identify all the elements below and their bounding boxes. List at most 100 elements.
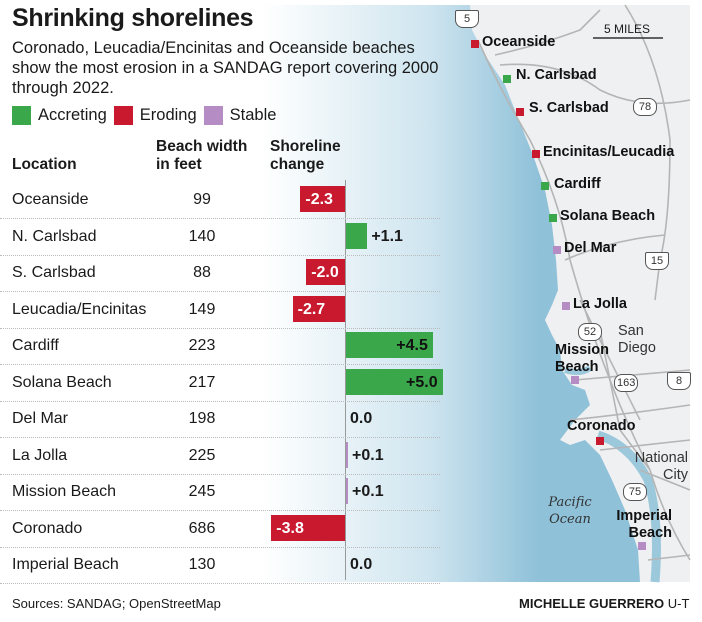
highway-shield-icon: 75 [623,483,647,501]
change-label: -3.8 [276,519,304,537]
change-bar [346,478,348,504]
location-name: N. Carlsbad [12,227,97,245]
map-marker [549,214,557,222]
chart-title: Shrinking shorelines [12,4,254,32]
table-row: Del Mar 198 0.0 [0,401,440,438]
change-label: +5.0 [406,373,438,391]
beach-width: 217 [188,373,216,391]
table-row: Leucadia/Encinitas 149 -2.7 [0,292,440,329]
change-bar [346,441,348,468]
header-width: Beach width in feet [156,138,248,173]
table-row: S. Carlsbad 88 -2.0 [0,255,440,292]
beach-width: 223 [188,337,216,354]
map-marker [541,182,549,190]
location-name: S. Carlsbad [12,264,96,281]
change-label: +1.1 [371,227,403,245]
table-row: N. Carlsbad 140 +1.1 [0,219,440,256]
beach-width: 99 [193,191,211,208]
location-name: Del Mar [12,410,69,427]
map-place-label: Solana Beach [560,208,656,224]
map-place-label: N. Carlsbad [516,67,597,83]
map-place-label: S. Carlsbad [529,100,609,116]
change-label: -2.3 [305,191,333,208]
change-bar [271,514,345,541]
beach-width: 88 [193,264,211,281]
map-place-label: Coronado [567,418,636,434]
change-label: -2.0 [311,264,339,281]
change-label: +4.5 [396,337,428,354]
table-row: Cardiff 223 +4.5 [0,328,440,365]
map-place-label: La Jolla [573,296,627,312]
map-place-label: Oceanside [482,34,556,50]
map-marker [503,75,511,83]
change-label: 0.0 [350,556,373,573]
change-label: +0.1 [352,483,384,500]
change-bar [300,186,345,212]
legend-label: Stable [229,106,277,124]
map-marker [596,437,604,445]
table-row: La Jolla 225 +0.1 [0,438,440,475]
table-row: Oceanside 99 -2.3 [0,182,440,219]
table-row: Coronado 686 -3.8 [0,511,440,548]
highway-shield-icon: 78 [633,98,657,116]
table-row: Imperial Beach 130 0.0 [0,547,440,584]
beach-width: 686 [188,519,216,537]
map-place-label: Mission Beach [555,342,609,375]
change-label: -2.7 [297,300,326,318]
location-name: Cardiff [12,337,59,354]
location-name: Imperial Beach [12,556,119,573]
highway-shield-icon: 52 [578,323,602,341]
beach-width: 245 [188,483,216,500]
beach-width: 140 [188,227,216,245]
table-row: Solana Beach 217 +5.0 [0,365,443,402]
highway-shield-icon: 5 [455,10,479,28]
legend-label: Eroding [139,106,197,124]
header-location: Location [12,156,77,173]
legend: Accreting Eroding Stable [12,106,283,125]
scale-label: 5 MILES [604,22,651,36]
location-name: La Jolla [12,446,68,464]
city-national-city: National City [634,450,688,483]
legend-swatch-accreting [12,106,31,125]
header-change: Shoreline change [270,138,341,173]
map-marker [638,542,646,550]
legend-label: Accreting [38,106,107,124]
map-place-label: Encinitas/Leucadia [543,144,675,160]
map-marker [571,376,579,384]
sources: Sources: SANDAG; OpenStreetMap [12,596,221,611]
change-bar [346,222,368,249]
change-bar [346,332,434,358]
beach-width: 149 [188,300,216,318]
location-name: Leucadia/Encinitas [12,300,147,318]
change-label: 0.0 [350,410,373,427]
highway-shield-icon: 15 [645,252,669,270]
map-marker [471,40,479,48]
location-name: Oceanside [12,191,89,208]
map-place-label: Imperial Beach [616,508,672,541]
beach-width: 130 [188,556,216,573]
change-bar [306,259,345,285]
ocean-label: Pacific Ocean [548,495,592,527]
map-place-label: Cardiff [554,176,601,192]
location-name: Mission Beach [12,483,117,500]
beach-width: 225 [188,446,216,464]
map-marker [532,150,540,158]
map-place-label: Del Mar [564,240,617,256]
zero-axis [345,180,346,580]
city-san-diego: San Diego [618,323,656,356]
highway-shield-icon: 163 [614,374,639,392]
legend-swatch-stable [203,106,223,125]
highway-shield-icon: 8 [667,372,691,390]
change-bar [292,295,345,322]
map-marker [553,246,561,254]
map-marker [562,302,570,310]
beach-width: 198 [188,410,216,427]
table-row: Mission Beach 245 +0.1 [0,474,440,511]
location-name: Solana Beach [12,373,112,391]
credit-org: U-T [667,596,690,611]
legend-swatch-eroding [113,106,133,125]
chart-subtitle: Coronado, Leucadia/Encinitas and Oceansi… [12,39,439,97]
change-label: +0.1 [352,446,384,464]
map-marker [516,108,524,116]
